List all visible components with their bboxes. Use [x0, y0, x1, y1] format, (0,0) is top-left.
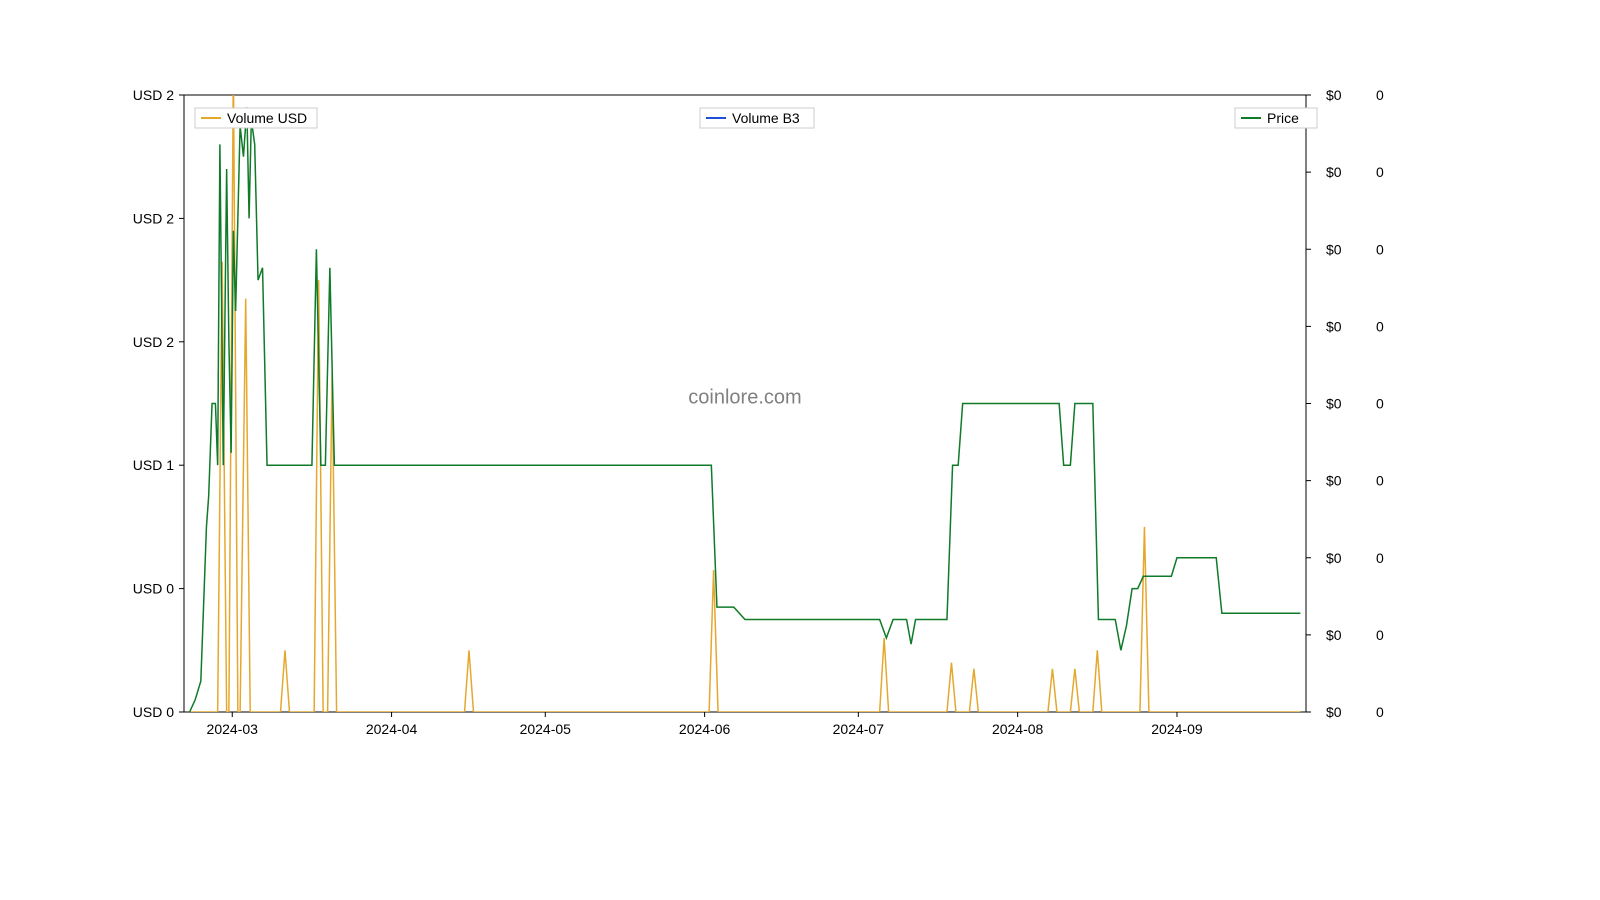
- yl-tick-label: USD 2: [133, 334, 174, 350]
- x-tick-label: 2024-09: [1151, 721, 1203, 737]
- x-tick-label: 2024-07: [833, 721, 885, 737]
- x-tick-label: 2024-08: [992, 721, 1044, 737]
- yr2-tick-label: 0: [1376, 550, 1384, 566]
- yr1-tick-label: $0: [1326, 627, 1342, 643]
- yr2-tick-label: 0: [1376, 473, 1384, 489]
- yr1-tick-label: $0: [1326, 704, 1342, 720]
- x-tick-label: 2024-06: [679, 721, 731, 737]
- chart-svg: 2024-03 2024-04 2024-05 2024-06 2024-07 2024-…: [0, 0, 1600, 900]
- yr2-tick-label: 0: [1376, 318, 1384, 334]
- yr1-tick-label: $0: [1326, 164, 1342, 180]
- yl-tick-label: USD 0: [133, 704, 174, 720]
- yr2-tick-label: 0: [1376, 627, 1384, 643]
- yr2-tick-label: 0: [1376, 704, 1384, 720]
- yr1-tick-label: $0: [1326, 396, 1342, 412]
- yl-tick-label: USD 1: [133, 457, 174, 473]
- chart-container: 2024-03 2024-04 2024-05 2024-06 2024-07 2024-…: [0, 0, 1600, 900]
- yr1-tick-label: $0: [1326, 241, 1342, 257]
- yr2-tick-label: 0: [1376, 241, 1384, 257]
- yr1-tick-label: $0: [1326, 473, 1342, 489]
- yr1-tick-label: $0: [1326, 318, 1342, 334]
- yr2-tick-label: 0: [1376, 396, 1384, 412]
- yl-tick-label: USD 2: [133, 210, 174, 226]
- yr1-tick-label: $0: [1326, 550, 1342, 566]
- legend-label: Volume B3: [732, 110, 800, 126]
- legend-label: Price: [1267, 110, 1299, 126]
- x-tick-label: 2024-03: [207, 721, 259, 737]
- yl-tick-label: USD 0: [133, 581, 174, 597]
- x-tick-label: 2024-04: [366, 721, 418, 737]
- yr2-tick-label: 0: [1376, 87, 1384, 103]
- legend-label: Volume USD: [227, 110, 307, 126]
- watermark: coinlore.com: [688, 387, 801, 409]
- yl-tick-label: USD 2: [133, 87, 174, 103]
- yr1-tick-label: $0: [1326, 87, 1342, 103]
- x-tick-label: 2024-05: [520, 721, 572, 737]
- yr2-tick-label: 0: [1376, 164, 1384, 180]
